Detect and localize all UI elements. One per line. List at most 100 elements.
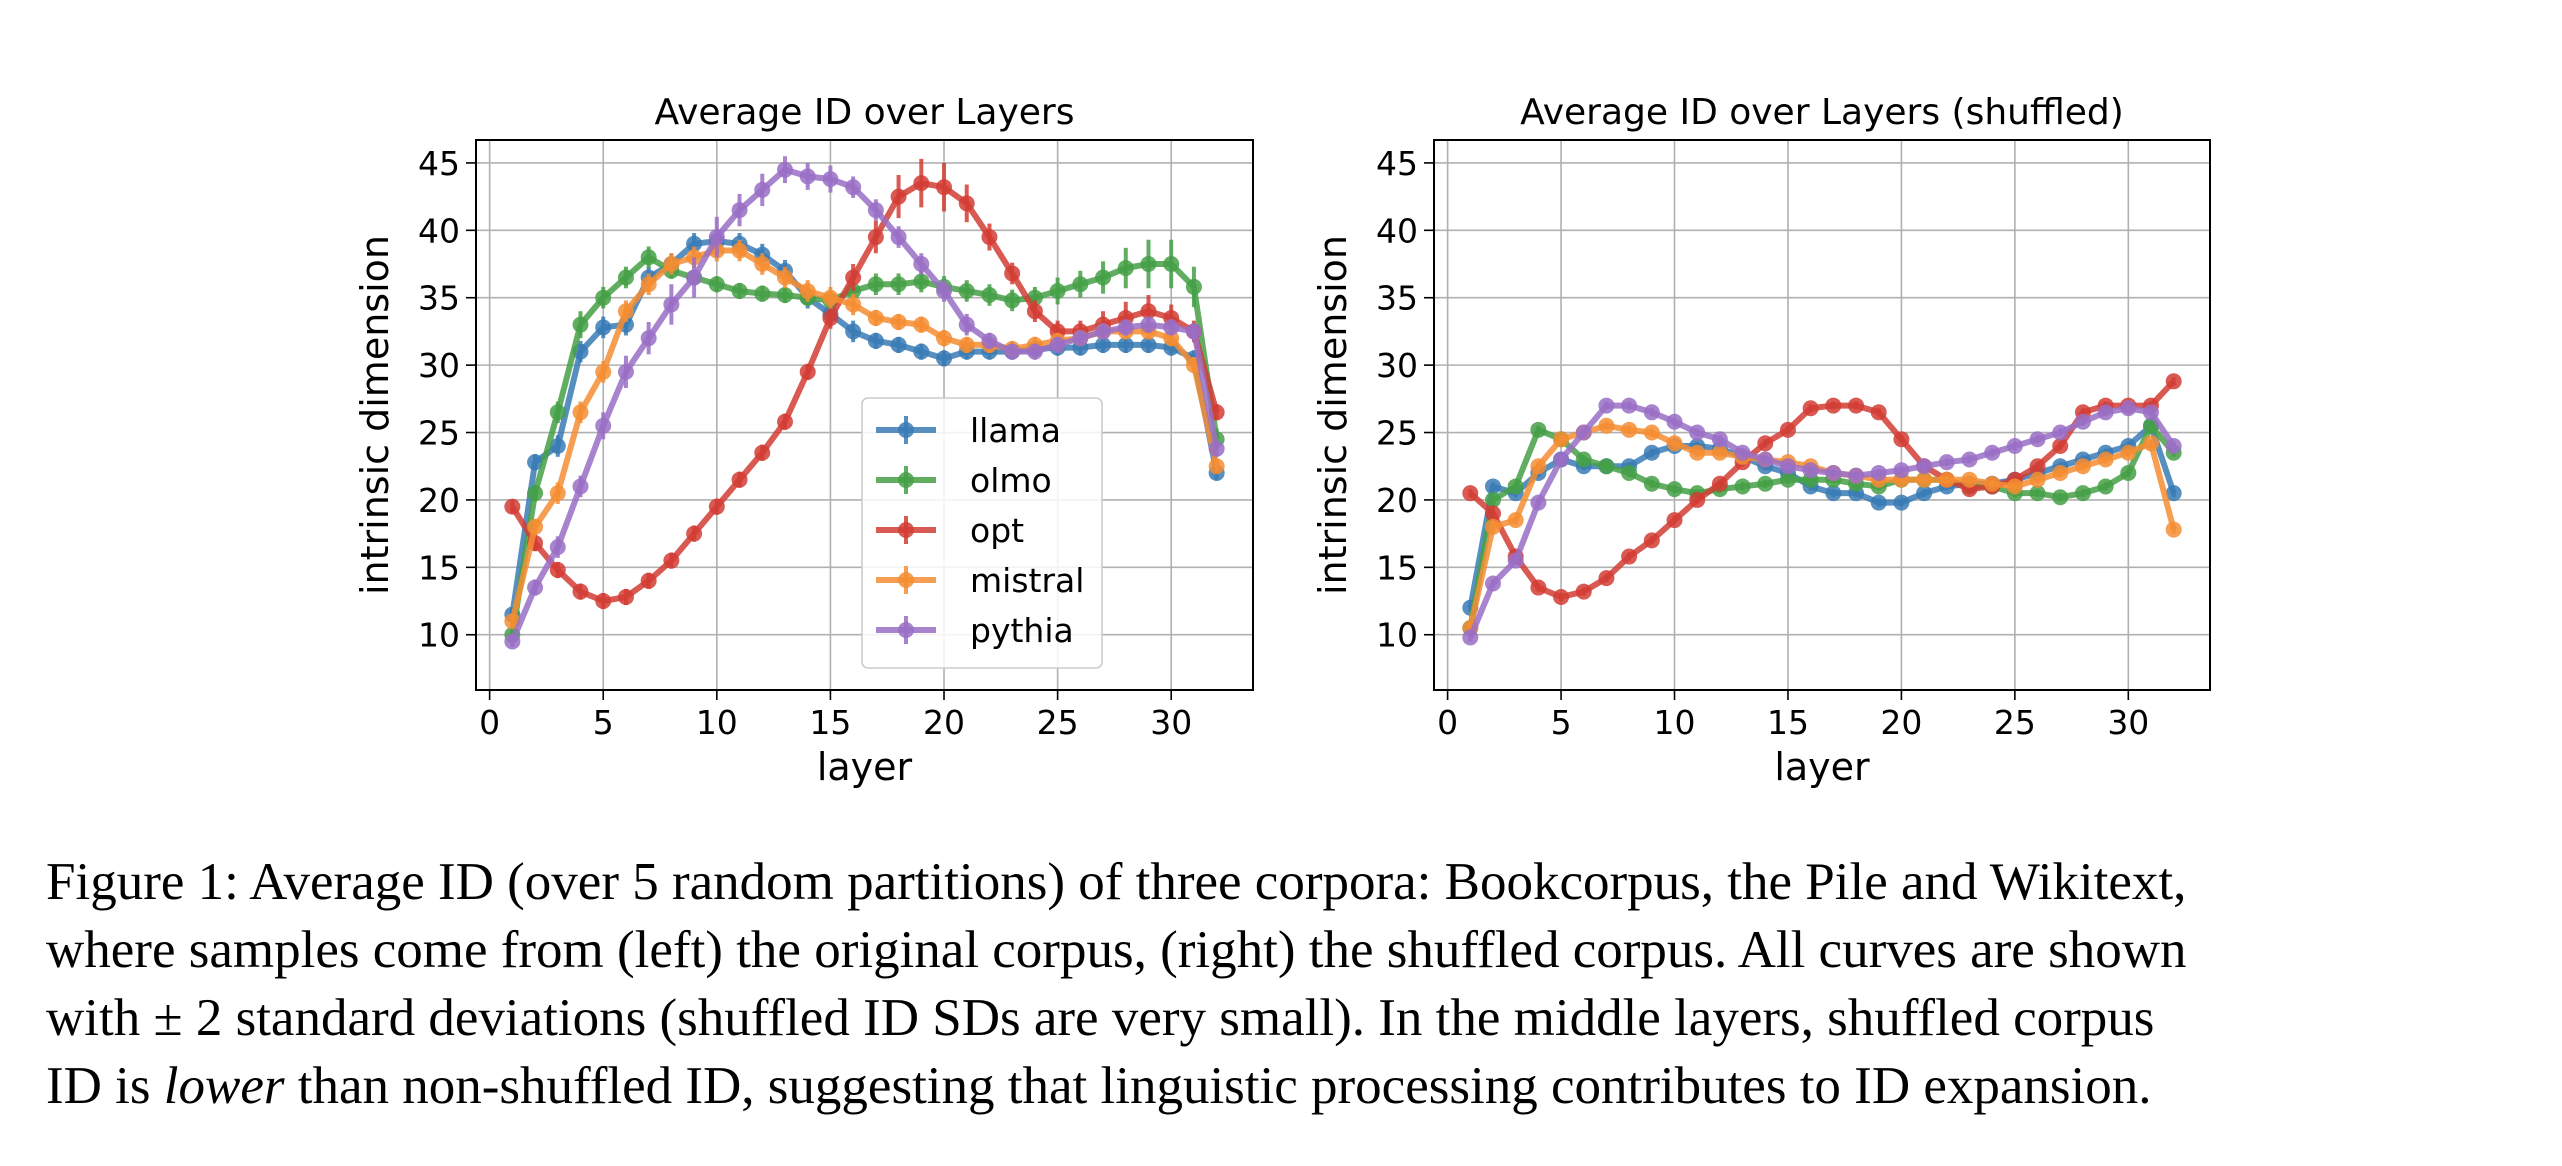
x-tick-label: 10 xyxy=(696,703,738,742)
x-axis-label: layer xyxy=(817,745,913,789)
y-tick-label: 25 xyxy=(1376,414,1418,453)
chart-panel-2: 0 5 10 15 20 25 30 10 15 20 25 30 35 40 45 Average ID o… xyxy=(1311,92,2211,789)
data-point xyxy=(617,363,634,380)
data-point xyxy=(1916,471,1933,488)
data-point xyxy=(1870,464,1887,481)
data-point xyxy=(617,588,634,605)
data-point xyxy=(1779,471,1796,488)
data-point xyxy=(1553,451,1570,468)
x-tick-label: 5 xyxy=(593,703,614,742)
y-tick-label: 20 xyxy=(1376,481,1418,520)
data-point xyxy=(1163,319,1180,336)
data-point xyxy=(1870,494,1887,511)
x-tick-label: 15 xyxy=(809,703,851,742)
data-point xyxy=(822,289,839,306)
data-point xyxy=(799,168,816,185)
data-point xyxy=(595,319,612,336)
data-point xyxy=(572,316,589,333)
data-point xyxy=(1961,451,1978,468)
y-axis-label: intrinsic dimension xyxy=(1311,235,1355,595)
data-point xyxy=(1049,282,1066,299)
data-point xyxy=(1484,491,1501,508)
data-point xyxy=(1575,451,1592,468)
data-point xyxy=(527,518,544,535)
data-point xyxy=(1621,421,1638,438)
data-point xyxy=(1757,451,1774,468)
data-point xyxy=(1004,292,1021,309)
data-point xyxy=(1621,548,1638,565)
data-point xyxy=(913,175,930,192)
data-point xyxy=(2029,471,2046,488)
data-point xyxy=(776,287,793,304)
data-point xyxy=(1530,494,1547,511)
data-point xyxy=(1711,475,1728,492)
series-pythia xyxy=(1462,397,2182,646)
data-point xyxy=(1004,265,1021,282)
data-point xyxy=(1689,444,1706,461)
data-point xyxy=(1004,343,1021,360)
data-point xyxy=(1598,397,1615,414)
x-tick-label: 0 xyxy=(479,703,500,742)
data-point xyxy=(2143,435,2160,452)
data-point xyxy=(890,276,907,293)
data-point xyxy=(754,256,771,273)
data-point xyxy=(1643,475,1660,492)
legend: llama olmo opt mistral pythia xyxy=(861,397,1103,669)
data-point xyxy=(845,323,862,340)
y-tick-label: 35 xyxy=(1376,279,1418,318)
data-point xyxy=(890,188,907,205)
data-point xyxy=(1984,475,2001,492)
data-point xyxy=(1848,467,1865,484)
data-point xyxy=(1095,269,1112,286)
data-point xyxy=(1462,485,1479,502)
data-point xyxy=(1666,481,1683,498)
data-point xyxy=(686,269,703,286)
data-point xyxy=(1208,440,1225,457)
data-point xyxy=(1916,458,1933,475)
data-point xyxy=(1689,424,1706,441)
data-point xyxy=(1163,256,1180,273)
legend-label-llama: llama xyxy=(970,411,1061,450)
data-point xyxy=(2029,458,2046,475)
data-point xyxy=(1530,579,1547,596)
figure-caption: Figure 1: Average ID (over 5 random part… xyxy=(46,848,2526,1120)
data-point xyxy=(640,276,657,293)
data-point xyxy=(822,309,839,326)
data-point xyxy=(1575,424,1592,441)
data-point xyxy=(754,444,771,461)
data-point xyxy=(2165,485,2182,502)
data-point xyxy=(595,593,612,610)
data-point xyxy=(731,471,748,488)
legend-label-opt: opt xyxy=(970,511,1024,550)
data-point xyxy=(1802,462,1819,479)
data-point xyxy=(1848,397,1865,414)
data-point xyxy=(936,330,953,347)
series-line xyxy=(1467,402,2177,639)
figure-charts: 0 5 10 15 20 25 30 10 15 20 25 30 35 40 45 Average ID o… xyxy=(353,92,2211,789)
legend-marker xyxy=(898,422,914,438)
data-point xyxy=(913,316,930,333)
data-point xyxy=(2052,438,2069,455)
data-point xyxy=(2052,489,2069,506)
data-point xyxy=(913,256,930,273)
data-point xyxy=(2165,373,2182,390)
data-point xyxy=(1938,454,1955,471)
data-point xyxy=(686,235,703,252)
data-point xyxy=(1825,464,1842,481)
data-point xyxy=(1779,421,1796,438)
data-point xyxy=(640,330,657,347)
y-tick-label: 30 xyxy=(1376,346,1418,385)
data-point xyxy=(640,249,657,266)
data-point xyxy=(1140,316,1157,333)
data-point xyxy=(1095,336,1112,353)
data-point xyxy=(1870,404,1887,421)
data-point xyxy=(981,332,998,349)
data-point xyxy=(708,498,725,515)
data-point xyxy=(1666,413,1683,430)
data-point xyxy=(1072,276,1089,293)
data-point xyxy=(867,309,884,326)
data-point xyxy=(2006,478,2023,495)
data-point xyxy=(1757,475,1774,492)
x-axis-label: layer xyxy=(1774,745,1870,789)
data-point xyxy=(527,579,544,596)
